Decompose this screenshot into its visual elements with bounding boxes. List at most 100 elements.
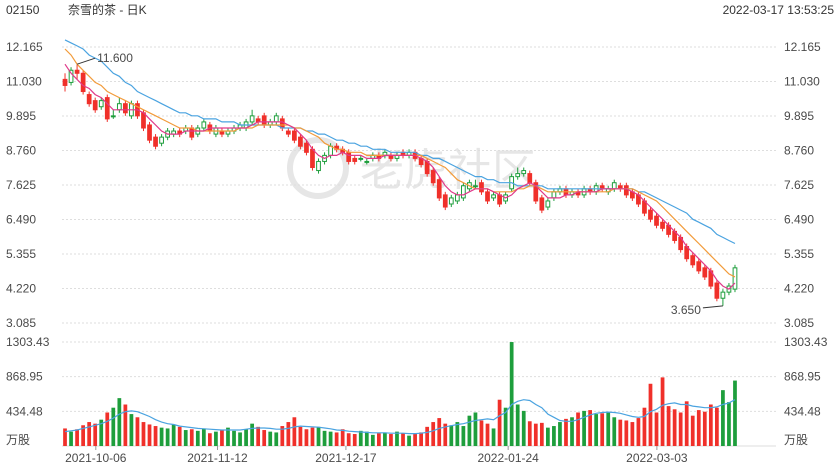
candle: [702, 264, 708, 280]
price-tick-label: 4.220: [6, 282, 36, 296]
candle: [219, 128, 225, 138]
volume-bar: [377, 433, 381, 446]
volume-bar: [226, 427, 230, 446]
candle: [479, 179, 484, 195]
price-tick-label: 11.030: [784, 75, 820, 89]
candle: [298, 134, 303, 150]
candle-body: [491, 194, 496, 199]
candle: [68, 67, 74, 86]
volume-bar: [582, 410, 586, 446]
volume-bar: [491, 428, 496, 446]
candle: [575, 188, 581, 198]
date-tick-label: 2022-01-24: [477, 451, 539, 465]
candle: [473, 179, 478, 189]
candle: [436, 176, 442, 201]
volume-bar: [497, 399, 502, 446]
volume-bar: [250, 423, 254, 446]
volume-bar: [256, 426, 261, 446]
moving-average-lines: [64, 39, 736, 290]
date-axis: 2021-10-06 2021-11-12 2021-12-17 2022-01-24…: [65, 446, 688, 465]
price-tick-label: 8.760: [6, 144, 36, 158]
volume-bar: [129, 414, 134, 446]
volume-bar: [201, 428, 206, 446]
volume-bar: [274, 432, 279, 446]
volume-bar: [733, 380, 737, 446]
volume-unit-label: 万股: [6, 433, 30, 447]
candle: [648, 207, 653, 223]
candle: [177, 128, 183, 138]
candle-body: [364, 160, 370, 163]
candle: [74, 64, 80, 80]
candle-body: [448, 197, 454, 205]
candle: [587, 185, 593, 195]
candle-body: [660, 221, 665, 229]
volume-bar: [407, 435, 411, 446]
candle-body: [702, 267, 708, 278]
candle: [599, 182, 605, 192]
candle-body: [80, 72, 86, 93]
candle: [533, 179, 539, 204]
volume-bar: [63, 428, 67, 446]
candle: [98, 97, 104, 110]
stock-code: 02150: [6, 3, 40, 17]
candle: [696, 258, 702, 274]
volume-bar: [69, 431, 73, 446]
volume-bar: [208, 433, 212, 446]
volume-bar: [310, 427, 315, 446]
volume-bar: [552, 426, 556, 446]
candle-body: [316, 160, 321, 172]
candle: [285, 128, 291, 138]
volume-bar: [316, 426, 321, 446]
candle: [159, 134, 164, 147]
candle-body: [473, 185, 478, 188]
candle-body: [623, 185, 629, 196]
volume-tick-label: 868.95: [6, 370, 43, 384]
candle-body: [732, 267, 738, 290]
candle: [201, 118, 207, 132]
candle: [654, 213, 659, 229]
candle-body: [485, 191, 490, 202]
candle-body: [533, 182, 539, 202]
volume-bar: [527, 421, 532, 446]
candle-body: [104, 97, 110, 120]
volume-bar: [612, 417, 617, 446]
volume-bar: [280, 426, 285, 446]
volume-bar: [268, 431, 273, 446]
watermark-logo: [287, 137, 349, 199]
candle-body: [430, 170, 436, 184]
candle: [225, 128, 231, 138]
price-tick-label: 12.165: [6, 40, 43, 54]
volume-bar: [654, 412, 659, 446]
volume-bar: [413, 434, 417, 446]
candle-body: [62, 78, 68, 86]
candle-body: [521, 170, 527, 175]
candle-body: [285, 130, 291, 135]
candle-body: [497, 194, 502, 205]
candle-body: [358, 157, 364, 160]
volume-bar: [346, 433, 351, 446]
candle: [273, 112, 279, 125]
candle-body: [515, 173, 521, 178]
candle: [231, 124, 237, 135]
volume-bar: [238, 432, 242, 446]
volume-bar: [509, 342, 514, 446]
candle-body: [74, 69, 80, 74]
candle-body: [123, 103, 128, 114]
volume-bar: [672, 409, 677, 446]
volume-ma-line: [64, 399, 736, 435]
volume-bar: [389, 434, 393, 446]
volume-bar: [292, 417, 297, 446]
candle-body: [346, 151, 352, 162]
candle: [605, 185, 611, 195]
price-tick-label: 9.895: [6, 109, 36, 123]
candle-body: [159, 136, 164, 144]
min-price-label: 3.650: [671, 303, 701, 317]
candle: [448, 194, 454, 208]
price-tick-label: 6.490: [6, 213, 36, 227]
candle: [545, 197, 551, 211]
candle-body: [110, 115, 116, 118]
candle-body: [147, 124, 152, 141]
candle: [557, 185, 563, 195]
candle-body: [436, 179, 442, 199]
